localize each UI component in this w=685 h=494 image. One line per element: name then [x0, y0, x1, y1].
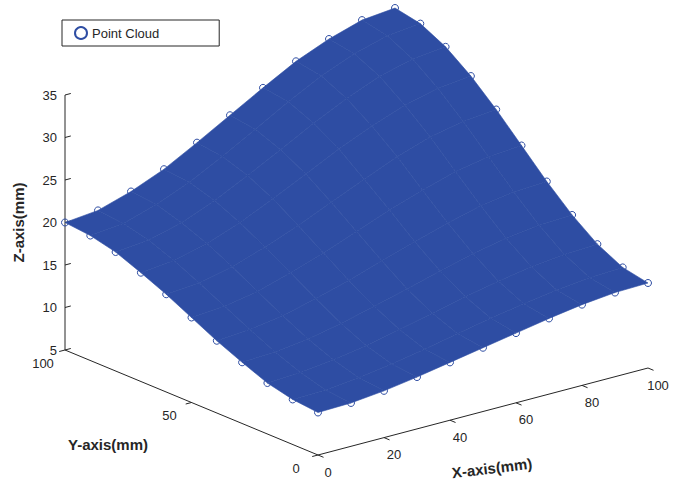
svg-text:15: 15 [43, 258, 57, 273]
svg-text:25: 25 [43, 173, 57, 188]
svg-text:Y-axis(mm): Y-axis(mm) [68, 436, 148, 453]
svg-text:5: 5 [50, 343, 57, 358]
svg-text:10: 10 [43, 300, 57, 315]
svg-text:40: 40 [453, 430, 467, 445]
svg-text:0: 0 [292, 461, 299, 476]
svg-text:35: 35 [43, 88, 57, 103]
svg-text:80: 80 [585, 395, 599, 410]
svg-text:100: 100 [32, 356, 54, 371]
svg-text:30: 30 [43, 130, 57, 145]
svg-text:60: 60 [519, 412, 533, 427]
svg-text:20: 20 [387, 447, 401, 462]
svg-text:0: 0 [324, 465, 331, 480]
svg-text:20: 20 [43, 215, 57, 230]
svg-text:Point Cloud: Point Cloud [92, 26, 159, 41]
svg-text:X-axis(mm): X-axis(mm) [451, 455, 533, 482]
svg-text:50: 50 [162, 408, 176, 423]
svg-text:Z-axis(mm): Z-axis(mm) [10, 182, 27, 262]
svg-text:100: 100 [647, 378, 669, 393]
